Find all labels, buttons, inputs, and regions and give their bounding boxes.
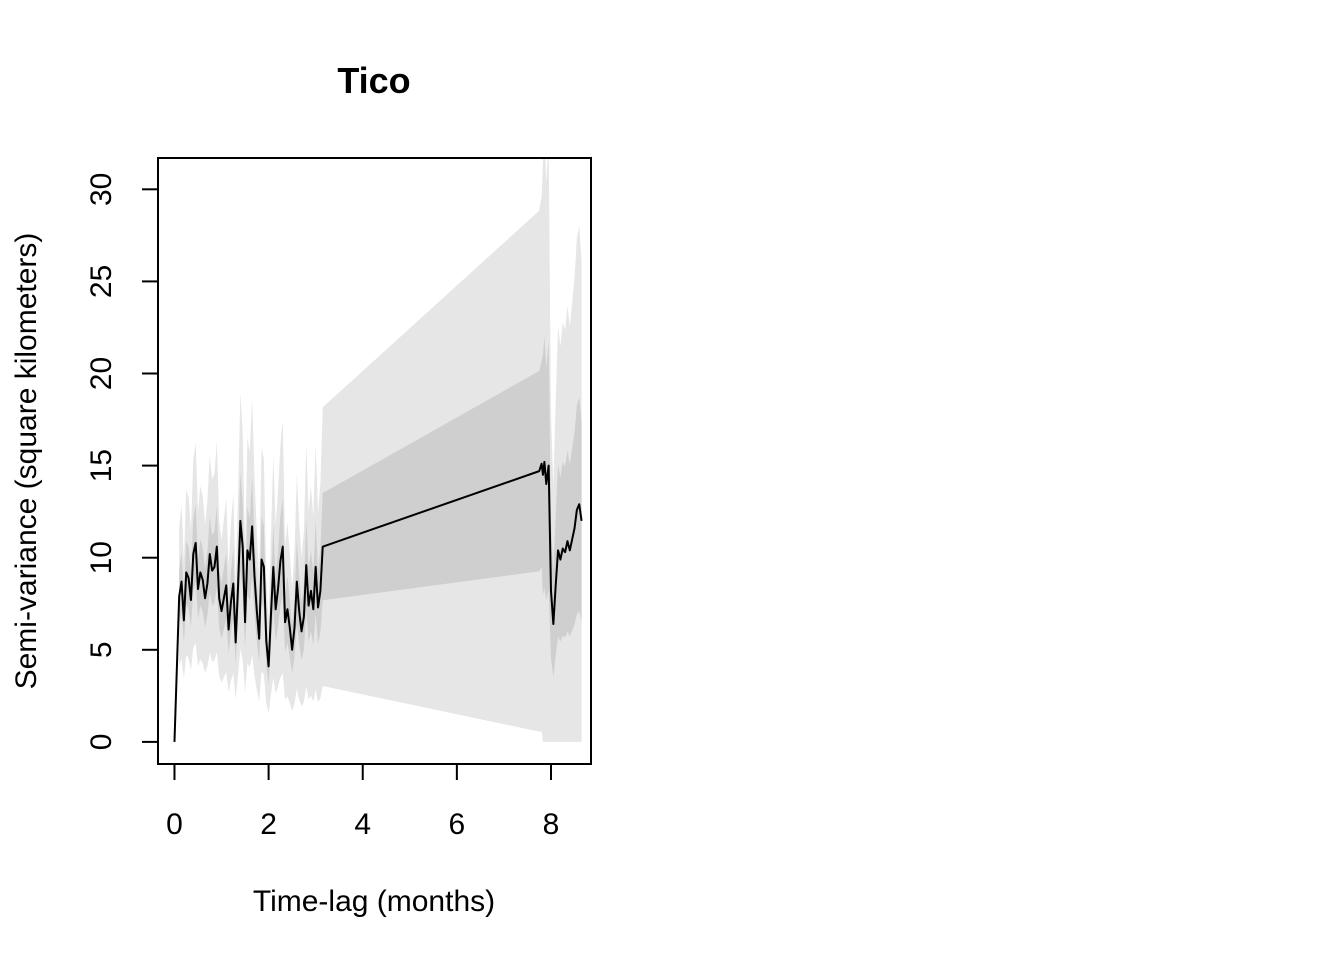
series-lines [173, 460, 583, 742]
x-tick-label: 0 [166, 808, 183, 841]
x-tick-label: 6 [449, 808, 466, 841]
x-axis-label: Time-lag (months) [253, 885, 495, 918]
x-axis: 0 2 4 6 8 [166, 763, 560, 841]
y-tick-label: 30 [85, 173, 118, 206]
x-tick-label: 8 [543, 808, 560, 841]
y-tick-label: 25 [85, 265, 118, 298]
x-tick-label: 2 [260, 808, 277, 841]
chart-title: Tico [337, 60, 410, 101]
y-tick-label: 5 [85, 641, 118, 658]
semivariance-line [173, 460, 583, 742]
y-axis: 0 5 10 15 20 25 30 [85, 173, 159, 751]
y-tick-label: 20 [85, 357, 118, 390]
x-tick-label: 4 [354, 808, 371, 841]
y-tick-label: 15 [85, 449, 118, 482]
inner-band [179, 335, 582, 685]
y-tick-label: 10 [85, 541, 118, 574]
confidence-bands [179, 158, 582, 742]
y-axis-label: Semi-variance (square kilometers) [10, 233, 43, 690]
y-tick-label: 0 [85, 734, 118, 751]
